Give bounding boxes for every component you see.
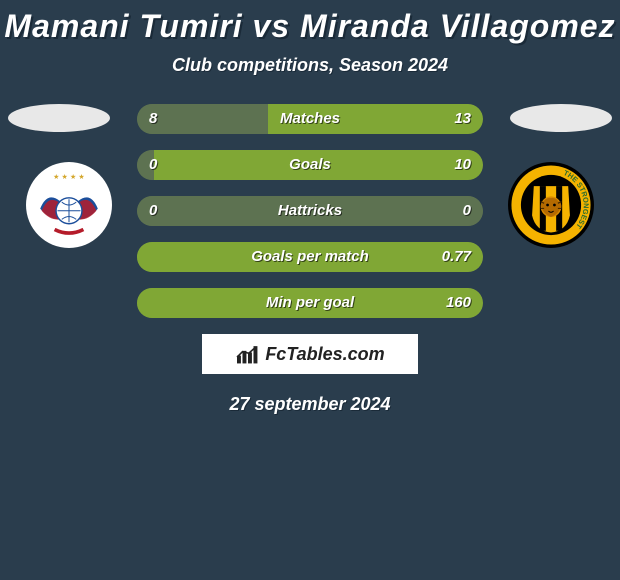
stat-row: Matches8 13 bbox=[137, 104, 483, 134]
stat-label: Matches bbox=[137, 104, 483, 134]
player-left-silhouette bbox=[8, 104, 110, 132]
stat-value-left: 0 bbox=[149, 150, 157, 180]
brand-text: FcTables.com bbox=[265, 344, 384, 365]
stat-row: Goals per match0.77 bbox=[137, 242, 483, 272]
comparison-arena: ★ ★ ★ ★ THE STRONGEST bbox=[0, 104, 620, 318]
stat-value-right: 0 bbox=[463, 196, 471, 226]
stat-value-right: 10 bbox=[454, 150, 471, 180]
page-title: Mamani Tumiri vs Miranda Villagomez bbox=[0, 0, 620, 45]
club-badge-right: THE STRONGEST bbox=[508, 162, 594, 248]
stat-label: Hattricks bbox=[137, 196, 483, 226]
wilstermann-crest-icon: ★ ★ ★ ★ bbox=[33, 169, 105, 241]
the-strongest-crest-icon: THE STRONGEST bbox=[508, 162, 594, 248]
stat-value-right: 13 bbox=[454, 104, 471, 134]
stat-value-left: 0 bbox=[149, 196, 157, 226]
stat-value-right: 160 bbox=[446, 288, 471, 318]
date-line: 27 september 2024 bbox=[0, 394, 620, 415]
player-right-silhouette bbox=[510, 104, 612, 132]
stat-row: Min per goal160 bbox=[137, 288, 483, 318]
subtitle: Club competitions, Season 2024 bbox=[0, 55, 620, 76]
stats-column: Matches813Goals010Hattricks00Goals per m… bbox=[137, 104, 483, 318]
club-badge-left: ★ ★ ★ ★ bbox=[26, 162, 112, 248]
svg-text:★ ★ ★ ★: ★ ★ ★ ★ bbox=[53, 172, 85, 181]
stat-row: Hattricks0 0 bbox=[137, 196, 483, 226]
stat-label: Goals bbox=[137, 150, 483, 180]
bar-chart-icon bbox=[235, 343, 261, 365]
stat-label: Goals per match bbox=[137, 242, 483, 272]
stat-value-left: 8 bbox=[149, 104, 157, 134]
stat-row: Goals0 10 bbox=[137, 150, 483, 180]
stat-label: Min per goal bbox=[137, 288, 483, 318]
brand-box[interactable]: FcTables.com bbox=[202, 334, 418, 374]
stat-value-right: 0.77 bbox=[442, 242, 471, 272]
